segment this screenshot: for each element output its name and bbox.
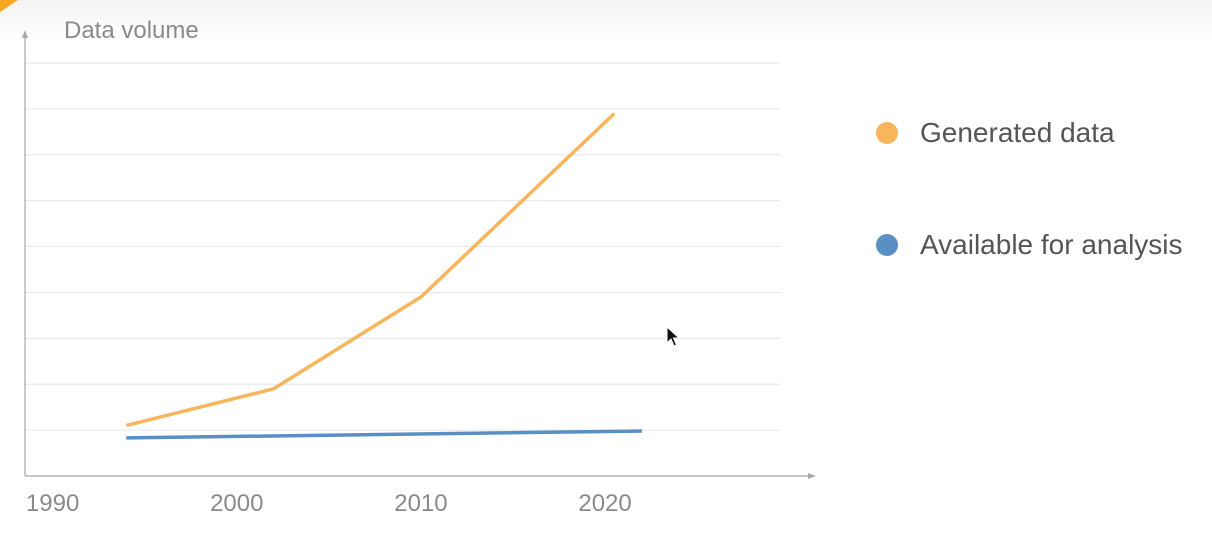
legend-label: Generated data	[920, 117, 1115, 148]
x-tick-label: 2000	[210, 490, 263, 517]
legend-item-generated-data: Generated data	[876, 114, 1183, 152]
series	[125, 112, 642, 440]
x-tick-label: 2010	[394, 490, 447, 517]
grid	[25, 62, 780, 431]
legend-dot-icon	[876, 234, 898, 256]
y-axis-label: Data volume	[64, 17, 199, 44]
legend: Generated data Available for analysis	[876, 114, 1183, 338]
x-axis-arrow-icon	[808, 473, 816, 479]
legend-dot-icon	[876, 122, 898, 144]
x-tick-label: 2020	[578, 490, 631, 517]
axes	[22, 30, 816, 479]
series-line-generated-data	[125, 112, 616, 428]
x-tick-label: 1990	[26, 490, 79, 517]
corner-accent	[0, 0, 18, 12]
y-axis-arrow-icon	[22, 30, 28, 38]
x-tick-labels: 1990 2000 2010 2020	[26, 490, 632, 517]
series-line-available-for-analysis	[126, 429, 642, 440]
legend-label: Available for analysis	[920, 229, 1183, 260]
mouse-pointer-icon	[666, 326, 680, 347]
legend-item-available-for-analysis: Available for analysis	[876, 226, 1183, 264]
